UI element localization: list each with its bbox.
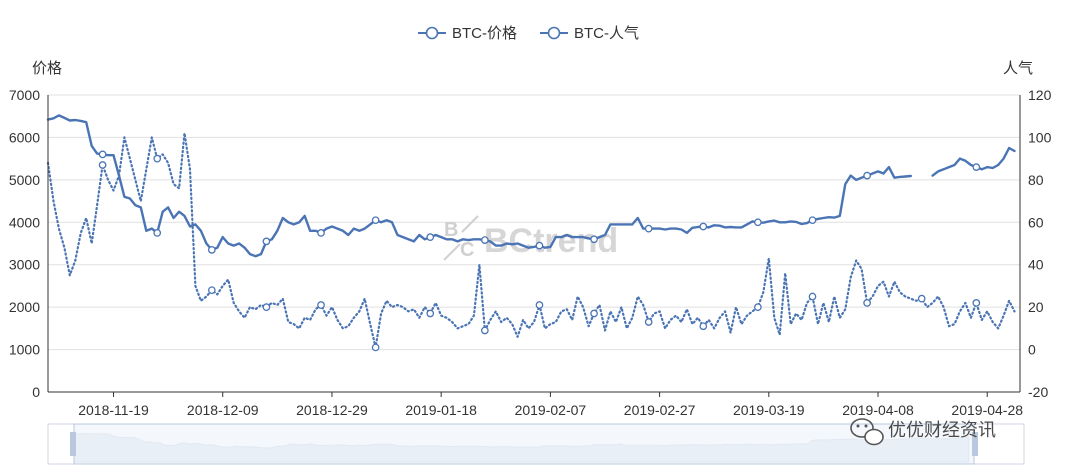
series-line	[46, 114, 912, 258]
data-point	[207, 286, 216, 295]
x-tick-label: 2018-11-19	[78, 402, 149, 418]
data-point	[535, 241, 544, 250]
data-point	[590, 235, 598, 244]
data-point	[262, 303, 271, 311]
data-point	[371, 343, 380, 352]
x-tick-label: 2019-02-07	[515, 402, 587, 418]
data-point	[590, 309, 598, 318]
x-tick-label: 2018-12-29	[296, 402, 368, 418]
data-zoom-slider[interactable]	[47, 423, 1025, 465]
x-tick-label: 2019-04-08	[842, 402, 914, 418]
legend-symbol-icon	[425, 26, 439, 40]
data-point	[262, 237, 271, 246]
data-point	[972, 163, 981, 171]
y-left-tick-label: 4000	[9, 214, 40, 230]
data-point	[699, 322, 708, 331]
data-point	[699, 222, 708, 231]
source-text: 优优财经资讯	[888, 420, 996, 441]
data-point	[207, 246, 216, 254]
legend: BTC-价格 BTC-人气	[418, 25, 639, 42]
y-left-tick-label: 0	[32, 384, 40, 400]
slider-data-shadow	[73, 432, 970, 463]
data-point	[754, 218, 762, 227]
legend-symbol-icon	[547, 26, 561, 40]
y-right-tick-label: -20	[1028, 384, 1048, 400]
series-price	[46, 114, 1016, 258]
y-left-tick-label: 5000	[9, 172, 40, 188]
legend-item-price[interactable]: BTC-价格	[418, 25, 517, 42]
slider-track[interactable]	[47, 423, 1025, 465]
wechat-icon	[850, 418, 884, 446]
data-point	[426, 233, 435, 241]
data-point	[153, 154, 162, 163]
y-right-tick-label: 0	[1028, 342, 1036, 358]
series-layer	[46, 114, 1016, 352]
y-axis-left-name: 价格	[32, 60, 62, 77]
data-point	[972, 299, 981, 307]
axes: 0 1000 2000 3000 4000 5000 6000 7000 -20 0 20 40 60 8…	[9, 60, 1052, 418]
slider-selection[interactable]	[73, 423, 975, 465]
series-line	[46, 132, 1016, 349]
data-point	[481, 326, 489, 335]
legend-label: BTC-人气	[574, 25, 639, 42]
data-point	[426, 309, 435, 318]
data-point	[317, 301, 325, 309]
data-point	[863, 299, 871, 307]
data-point	[98, 161, 107, 169]
bctrend-watermark: B C BCtrend	[443, 215, 618, 261]
data-point	[317, 229, 325, 237]
watermark-text: BCtrend	[484, 222, 618, 260]
y-right-tick-label: 60	[1028, 214, 1044, 230]
data-point	[153, 229, 162, 237]
data-point	[98, 150, 107, 159]
x-tick-label: 2019-03-19	[733, 402, 805, 418]
y-right-tick-label: 100	[1028, 129, 1052, 145]
series-line	[931, 146, 1016, 177]
y-left-tick-label: 6000	[9, 129, 40, 145]
data-point	[754, 303, 762, 311]
y-right-tick-label: 40	[1028, 257, 1044, 273]
svg-text:C: C	[460, 239, 474, 261]
x-tick-label: 2019-01-18	[405, 402, 477, 418]
y-axis-right-name: 人气	[1003, 60, 1033, 77]
y-left-tick-label: 2000	[9, 299, 40, 315]
y-right-tick-label: 80	[1028, 172, 1044, 188]
data-point	[481, 236, 489, 244]
svg-text:B: B	[444, 219, 458, 241]
data-point	[371, 216, 380, 225]
slider-right-handle[interactable]	[972, 432, 978, 456]
y-left-tick-label: 7000	[9, 87, 40, 103]
legend-label: BTC-价格	[452, 25, 517, 42]
y-right-tick-label: 120	[1028, 87, 1052, 103]
y-left-tick-label: 1000	[9, 342, 40, 358]
data-point	[535, 301, 544, 309]
data-point	[917, 294, 926, 303]
data-point	[808, 292, 817, 301]
grid-lines	[48, 94, 1020, 393]
legend-item-popularity[interactable]: BTC-人气	[540, 25, 639, 42]
slider-left-handle[interactable]	[70, 432, 76, 456]
series-popularity	[46, 132, 1016, 352]
x-tick-label: 2019-02-27	[624, 402, 696, 418]
source-watermark: 优优财经资讯	[850, 418, 996, 446]
bctrend-logo-icon: B C	[443, 215, 479, 261]
y-right-tick-label: 20	[1028, 299, 1044, 315]
y-left-tick-label: 3000	[9, 257, 40, 273]
data-point	[644, 318, 653, 326]
x-tick-label: 2019-04-28	[951, 402, 1023, 418]
data-point	[863, 171, 871, 180]
x-tick-label: 2018-12-09	[187, 402, 259, 418]
data-point	[808, 216, 817, 225]
data-point	[644, 224, 653, 233]
